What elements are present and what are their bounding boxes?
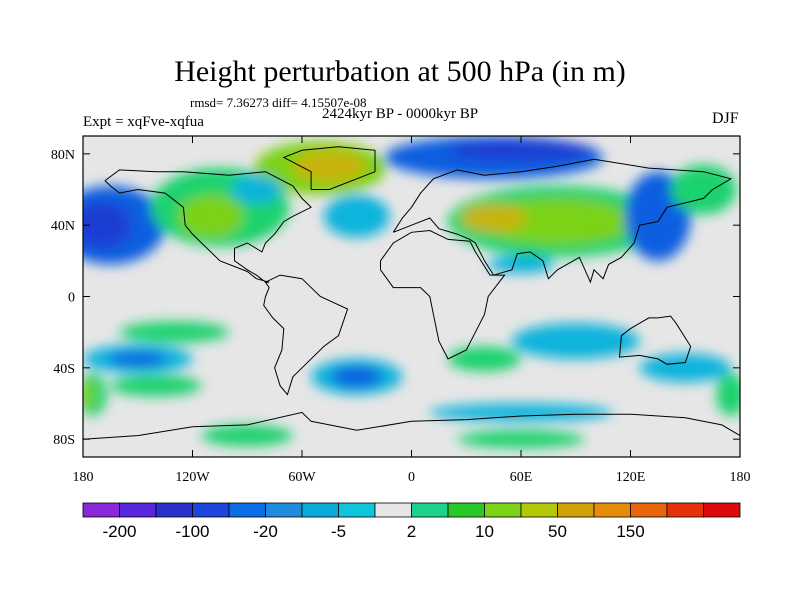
experiment-label: Expt = xqFve-xqfua [83, 114, 204, 130]
colorbar-label: -200 [102, 522, 136, 541]
lat-tick-label: 40N [51, 219, 75, 234]
colorbar-swatch [155, 502, 193, 518]
coastline [104, 169, 312, 283]
coastline [83, 411, 740, 440]
colorbar-swatch [82, 502, 120, 518]
lon-tick-label: 60W [288, 470, 316, 485]
field-indian-ocean-low [511, 323, 640, 359]
colorbar-swatch [265, 502, 303, 518]
lon-tick-label: 60E [510, 470, 533, 485]
colorbar-swatch [630, 502, 668, 518]
lon-tick-label: 0 [408, 470, 415, 485]
field-southern-ocean-low [429, 403, 613, 422]
colorbar-label: -5 [331, 522, 346, 541]
perturbation-field [83, 136, 740, 449]
colorbar-swatch [338, 502, 376, 518]
colorbar-swatch [411, 502, 449, 518]
field-antarctic-high-east [457, 430, 585, 449]
field-eurasia-high-peak [460, 203, 527, 233]
field-antarctic-high-west [201, 424, 293, 447]
coastline [618, 315, 692, 365]
colorbar-swatch [593, 502, 631, 518]
lon-tick-label: 180 [73, 470, 94, 485]
colorbar-swatch [301, 502, 339, 518]
field-south-indian-high [448, 346, 521, 372]
lat-tick-label: 40S [53, 362, 75, 377]
colorbar-label: -100 [175, 522, 209, 541]
field-north-pacific-low-core [83, 201, 131, 249]
coastline-layer [83, 146, 740, 440]
coastline [282, 146, 376, 190]
period-label: 2424kyr BP - 0000kyr BP [322, 106, 479, 122]
lon-tick-label: 120W [175, 470, 210, 485]
colorbar-label: -20 [253, 522, 278, 541]
field-south-atlantic-low-core [331, 366, 383, 388]
lat-tick-label: 0 [68, 291, 75, 306]
field-south-pacific-low-core [108, 351, 167, 367]
lon-tick-label: 180 [730, 470, 751, 485]
field-north-america-high-core [177, 194, 244, 238]
field-east-dateline-high-south [716, 373, 740, 416]
field-south-pacific-high-2 [110, 374, 202, 397]
field-south-pacific-high [119, 321, 229, 343]
colorbar-swatch [484, 502, 522, 518]
stats-line: rmsd= 7.36273 diff= 4.15507e-08 [190, 95, 367, 110]
colorbar-swatch [119, 502, 157, 518]
colorbar-swatch [703, 502, 741, 518]
field-atlantic-low [323, 194, 390, 238]
field-arctic-low-core [448, 139, 594, 161]
colorbar-swatch [520, 502, 558, 518]
field-hudson-low [230, 175, 282, 204]
colorbar-label: 150 [616, 522, 644, 541]
colorbar-swatch [557, 502, 595, 518]
colorbar-label: 50 [548, 522, 567, 541]
coastline [380, 229, 506, 360]
colorbar: -200 -100 -20 -5 2 10 50 150 [82, 502, 741, 541]
field-blobs [83, 136, 740, 449]
field-greenland-high-core [292, 150, 366, 183]
colorbar-swatch [228, 502, 266, 518]
coastline [263, 274, 349, 396]
lat-tick-label: 80S [53, 433, 75, 448]
lat-tick-label: 80N [51, 148, 75, 163]
map-title: Height perturbation at 500 hPa (in m) [174, 55, 626, 88]
colorbar-label: 10 [475, 522, 494, 541]
colorbar-swatch [666, 502, 704, 518]
field-dateline-high-south-core [83, 380, 94, 409]
map-axes: 180 120W 60W 0 60E 120E 180 80N 40N 0 40S 80S [51, 136, 751, 485]
coastline [392, 158, 733, 284]
field-australia-low [639, 353, 731, 383]
field-mideast-low [488, 255, 554, 274]
colorbar-swatch [447, 502, 485, 518]
season-label: DJF [712, 110, 739, 127]
colorbar-swatch [192, 502, 230, 518]
colorbar-label: 2 [407, 522, 416, 541]
colorbar-swatch [374, 502, 412, 518]
lon-tick-label: 120E [616, 470, 646, 485]
